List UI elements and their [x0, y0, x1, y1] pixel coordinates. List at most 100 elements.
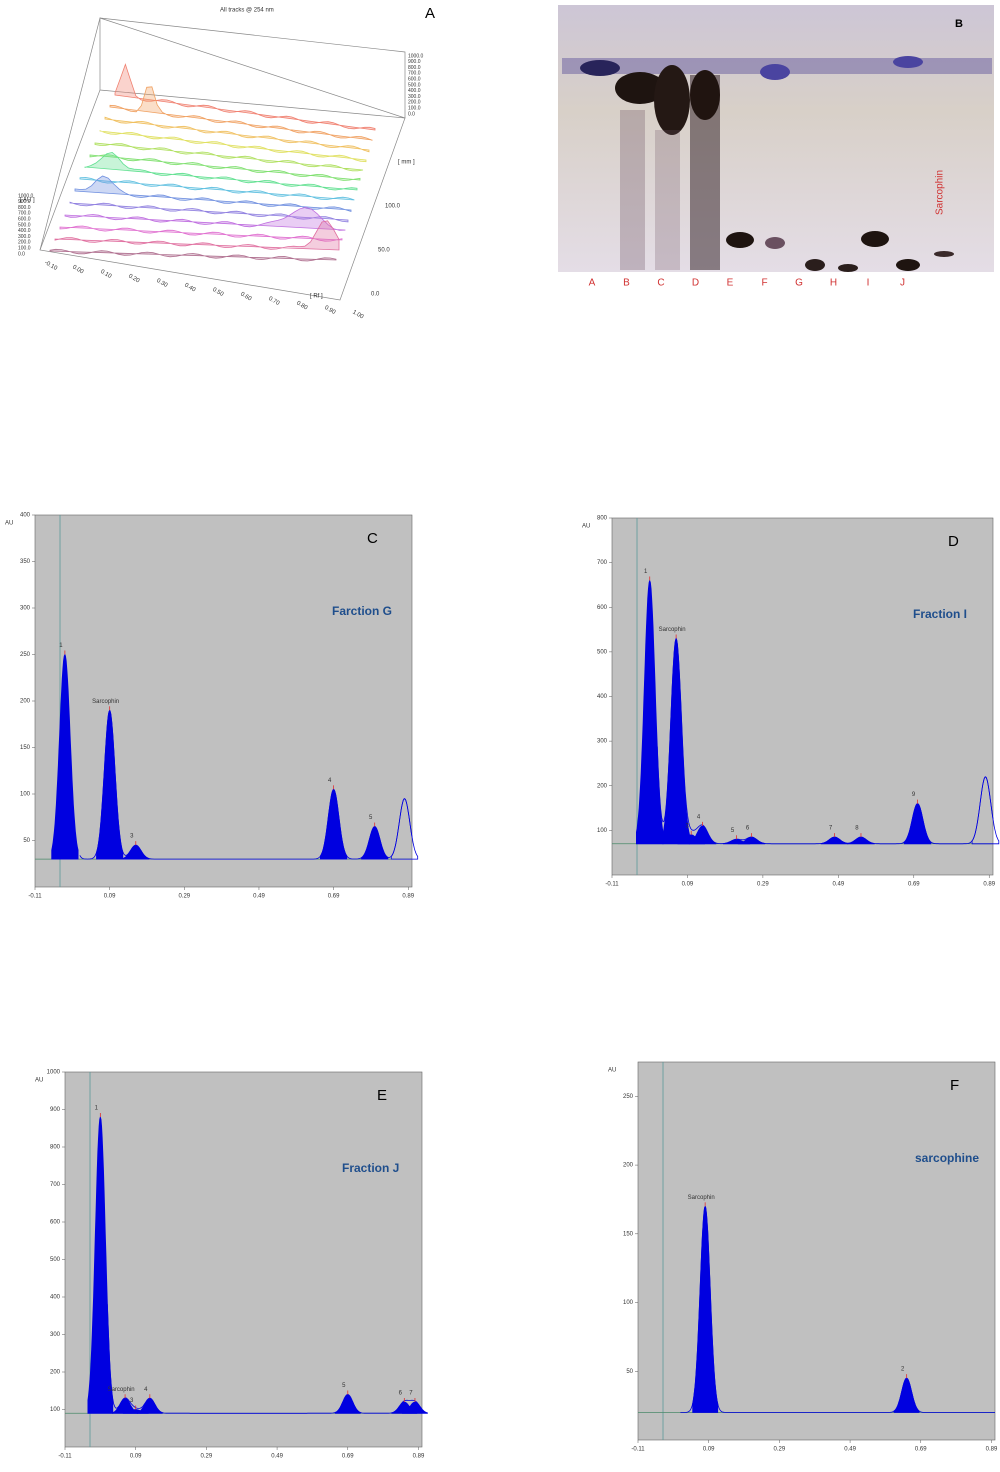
x-tick-label: 0.89 [402, 894, 414, 900]
lane-label: G [795, 278, 803, 289]
peak-label: 8 [855, 826, 859, 832]
a-trace [104, 116, 370, 153]
peak-label: 5 [369, 815, 373, 821]
au-tick: 800.0 [18, 205, 31, 211]
y-axis-label: AU [35, 1078, 43, 1084]
lane-label: F [761, 278, 767, 289]
peak [903, 803, 932, 845]
panel-label: D [948, 533, 959, 550]
y-tick-label: 400 [50, 1295, 61, 1301]
peak-label: 7 [409, 1391, 413, 1397]
x-tick-label: 0.49 [253, 894, 265, 900]
au-tick: 300.0 [18, 234, 31, 240]
peak [96, 709, 124, 860]
peak-label: 1 [644, 569, 648, 575]
peak-label: 3 [130, 834, 134, 840]
peak-label: 4 [328, 778, 332, 784]
x-tick-label: 0.29 [178, 894, 190, 900]
a-trace [64, 206, 346, 231]
peak [636, 579, 664, 845]
au-tick: 0.0 [408, 111, 415, 117]
rf-tick: 0.30 [155, 278, 169, 289]
rf-tick: 1.00 [351, 309, 365, 320]
a-trace [89, 154, 361, 181]
au-tick: 800.0 [408, 65, 421, 71]
peak-label: 3 [686, 823, 690, 829]
peak [51, 653, 79, 860]
y-tick-label: 100 [50, 1407, 61, 1413]
x-tick-label: -0.11 [58, 1454, 72, 1460]
y-tick-label: 150 [623, 1231, 634, 1237]
peak-label: 5 [342, 1383, 346, 1389]
rf-tick: 0.60 [239, 291, 253, 302]
y-tick-label: 300 [597, 739, 608, 745]
x-tick-label: 0.09 [682, 882, 694, 888]
x-tick-label: 0.69 [908, 882, 920, 888]
annotation: Fraction J [342, 1161, 399, 1175]
y-tick-label: 400 [20, 513, 31, 519]
peak-label: 1 [95, 1106, 99, 1112]
x-tick-label: 0.49 [832, 882, 844, 888]
rf-tick: 0.10 [99, 269, 113, 280]
y-tick-label: 250 [623, 1094, 634, 1100]
peak-label: 2 [901, 1367, 905, 1373]
y-tick-label: 800 [50, 1145, 61, 1151]
x-tick-label: 0.49 [271, 1454, 283, 1460]
au-tick: 500.0 [18, 222, 31, 228]
rf-tick: -0.10 [43, 260, 58, 272]
peak [122, 844, 150, 860]
x-tick-label: 0.29 [774, 1447, 786, 1453]
au-tick: 600.0 [18, 217, 31, 223]
peak-label: Sarcophin [92, 699, 119, 705]
x-tick-label: 0.29 [201, 1454, 213, 1460]
a-trace [59, 225, 343, 242]
a-trace [74, 175, 352, 213]
peak-label: 3 [130, 1398, 134, 1404]
peak-label: Sarcophin [659, 627, 686, 633]
plot-area [637, 1061, 996, 1441]
y-tick-label: 100 [597, 828, 608, 834]
panel-label: C [367, 530, 378, 547]
x-tick-label: 0.69 [342, 1454, 354, 1460]
y-axis-label: AU [608, 1068, 616, 1074]
annotation: Farction G [332, 604, 392, 618]
au-tick: 700.0 [408, 71, 421, 77]
mm-tick: 50.0 [378, 248, 390, 254]
peak [893, 1377, 920, 1413]
x-tick-label: 0.89 [986, 1447, 998, 1453]
au-tick: 1000.0 [18, 193, 34, 199]
x-tick-label: 0.89 [413, 1454, 425, 1460]
x-tick-label: 0.89 [983, 882, 995, 888]
y-tick-label: 700 [597, 560, 608, 566]
y-tick-label: 300 [50, 1332, 61, 1338]
trace [680, 1206, 995, 1413]
panel-b: B Sarcophin A B C D E F G H I J [558, 5, 994, 289]
plot-area [64, 1071, 423, 1448]
axis-label: [ Rf ] [310, 294, 323, 300]
peak-label: 9 [912, 792, 916, 798]
y-tick-label: 600 [50, 1220, 61, 1226]
y-tick-label: 500 [597, 649, 608, 655]
a-trace [94, 142, 364, 172]
peak-label: 4 [144, 1387, 148, 1393]
peak [320, 788, 348, 860]
peak [737, 836, 766, 845]
peak-label: 7 [829, 826, 833, 832]
axis-label: [ AU ] [20, 198, 35, 204]
rf-tick: 0.80 [295, 300, 309, 311]
panel-a: A All tracks @ 254 nm [ AU ] [ mm ] [ Rf… [20, 5, 435, 301]
y-tick-label: 200 [597, 783, 608, 789]
a-trace [69, 201, 349, 223]
y-tick-label: 100 [20, 792, 31, 798]
x-tick-label: 0.69 [328, 894, 340, 900]
y-tick-label: 200 [50, 1370, 61, 1376]
au-tick: 700.0 [18, 211, 31, 217]
y-tick-label: 350 [20, 559, 31, 565]
y-tick-label: 700 [50, 1182, 61, 1188]
peak-label: Sarcophin [108, 1387, 135, 1393]
peak-label: 5 [731, 828, 735, 834]
peak [820, 836, 849, 845]
x-tick-label: 0.69 [915, 1447, 927, 1453]
rf-tick: 0.20 [127, 273, 141, 284]
